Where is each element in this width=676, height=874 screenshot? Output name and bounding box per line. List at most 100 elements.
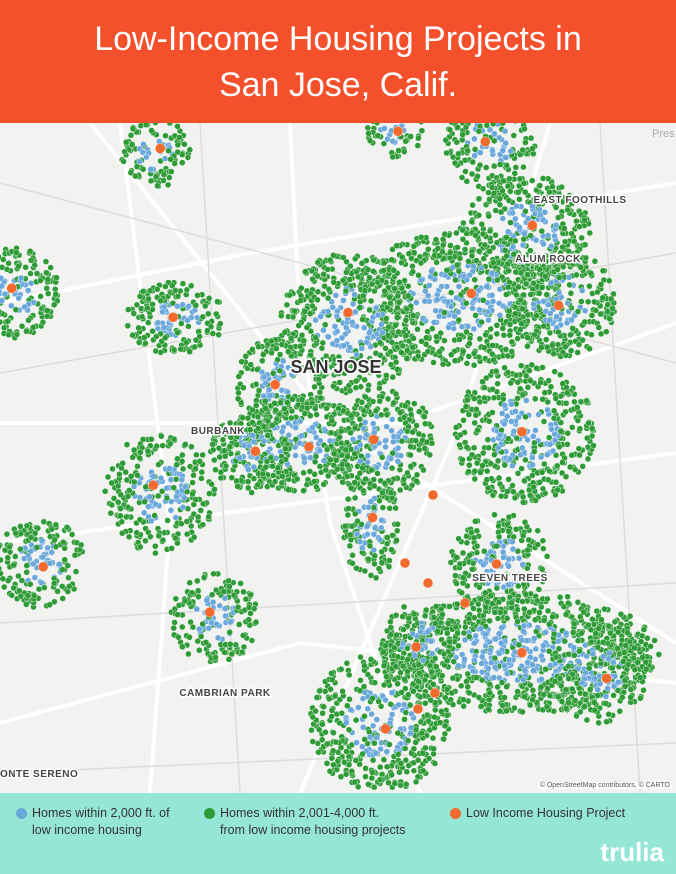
- near-home: [297, 418, 304, 425]
- near-home: [508, 401, 515, 408]
- far-home: [121, 148, 128, 155]
- far-home: [483, 476, 490, 483]
- far-home: [506, 331, 513, 339]
- near-home: [39, 553, 46, 561]
- near-home: [549, 447, 557, 455]
- near-home: [512, 215, 519, 223]
- far-home: [566, 281, 573, 289]
- near-home: [349, 318, 356, 326]
- far-home: [463, 444, 471, 451]
- near-home: [521, 230, 528, 237]
- far-home: [278, 341, 286, 348]
- far-home: [423, 334, 430, 341]
- far-home: [351, 424, 359, 432]
- far-home: [491, 511, 498, 518]
- far-home: [271, 400, 278, 407]
- far-home: [110, 495, 118, 502]
- far-home: [10, 561, 17, 569]
- far-home: [168, 545, 175, 552]
- far-home: [501, 461, 508, 469]
- far-home: [533, 312, 540, 319]
- near-home: [548, 242, 555, 250]
- far-home: [374, 132, 381, 139]
- far-home: [27, 270, 34, 277]
- far-home: [471, 419, 478, 427]
- far-home: [503, 252, 510, 260]
- near-home: [499, 147, 506, 154]
- far-home: [517, 296, 524, 304]
- far-home: [460, 219, 467, 227]
- far-home: [379, 489, 386, 497]
- far-home: [186, 348, 193, 355]
- far-home: [412, 437, 419, 444]
- far-home: [164, 181, 172, 189]
- far-home: [387, 489, 395, 496]
- far-home: [522, 139, 529, 146]
- near-home: [379, 329, 386, 336]
- far-home: [546, 467, 553, 475]
- near-home: [353, 530, 361, 538]
- far-home: [234, 395, 242, 402]
- near-home: [464, 323, 472, 330]
- near-home: [470, 325, 478, 333]
- far-home: [139, 166, 147, 173]
- near-home: [366, 329, 373, 336]
- near-home: [535, 411, 542, 418]
- far-home: [347, 446, 355, 453]
- far-home: [410, 335, 417, 342]
- far-home: [196, 647, 203, 654]
- far-home: [496, 161, 504, 168]
- far-home: [473, 527, 481, 534]
- far-home: [331, 450, 338, 457]
- far-home: [250, 605, 258, 612]
- far-home: [252, 618, 260, 626]
- far-home: [149, 327, 156, 335]
- near-home: [147, 166, 154, 173]
- far-home: [42, 258, 50, 265]
- far-home: [389, 494, 396, 502]
- far-home: [478, 318, 485, 326]
- far-home: [382, 345, 389, 352]
- far-home: [327, 256, 334, 264]
- far-home: [546, 189, 553, 196]
- near-home: [389, 416, 396, 423]
- far-home: [576, 451, 583, 459]
- far-home: [199, 313, 207, 321]
- far-home: [390, 399, 397, 407]
- far-home: [493, 239, 501, 246]
- far-home: [562, 408, 569, 416]
- far-home: [403, 305, 410, 313]
- far-home: [125, 306, 132, 313]
- far-home: [489, 492, 497, 499]
- near-home: [364, 459, 371, 466]
- far-home: [147, 177, 155, 185]
- far-home: [59, 595, 66, 602]
- far-home: [215, 331, 222, 339]
- far-home: [316, 463, 324, 470]
- far-home: [129, 454, 136, 461]
- near-home: [480, 561, 487, 568]
- title-line: Low-Income Housing Projects in: [94, 19, 582, 58]
- far-home: [27, 581, 34, 588]
- near-home: [167, 476, 175, 483]
- far-home: [342, 446, 349, 454]
- far-home: [416, 446, 423, 453]
- far-home: [225, 656, 233, 663]
- far-home: [40, 518, 47, 525]
- far-home: [8, 592, 16, 599]
- far-home: [135, 324, 142, 332]
- far-home: [169, 299, 177, 307]
- near-home: [214, 634, 222, 642]
- far-home: [365, 556, 372, 563]
- far-home: [384, 395, 392, 403]
- far-home: [471, 467, 478, 475]
- far-home: [400, 476, 407, 483]
- far-home: [473, 406, 480, 413]
- far-home: [433, 259, 440, 266]
- far-home: [378, 411, 385, 419]
- near-home: [326, 437, 334, 445]
- far-home: [540, 322, 547, 330]
- far-home: [524, 546, 531, 554]
- far-home: [483, 164, 490, 171]
- far-home: [123, 441, 131, 448]
